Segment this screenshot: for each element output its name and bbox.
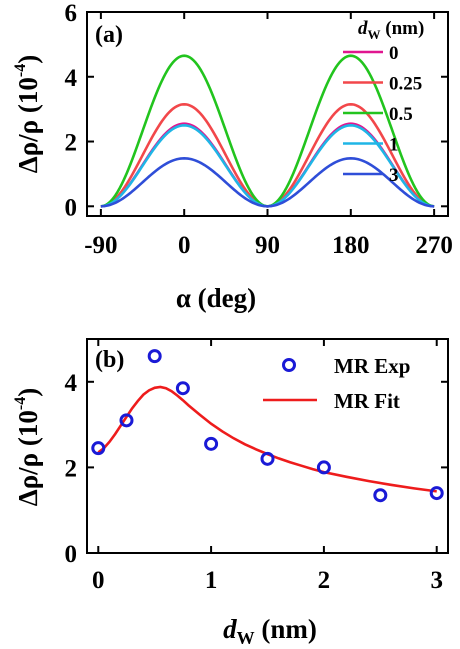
mr-exp-point (204, 436, 219, 451)
x-tick-label: 270 (415, 232, 453, 259)
y-tick-label: 4 (65, 370, 78, 397)
y-tick-label: 2 (65, 130, 78, 157)
legend-label-mr-exp: MR Exp (334, 354, 410, 378)
mr-exp-point (147, 349, 162, 364)
panel-a-curves (100, 54, 435, 208)
y-tick-label: 4 (65, 65, 78, 92)
legend-marker-mr-exp (282, 358, 296, 372)
panel-b-x-axis-label: dW (nm) (223, 614, 317, 648)
x-tick-label: 0 (178, 232, 191, 259)
mr-exp-point (429, 486, 444, 501)
panel-b-y-ticks: 0 2 4 (65, 370, 448, 568)
panel-b-label: (b) (95, 347, 124, 373)
x-tick-label: 1 (205, 567, 218, 594)
panel-a-legend-items: 0 0.25 0.5 1 3 (343, 43, 422, 186)
legend-label-dw-0-25: 0.25 (389, 74, 422, 95)
panel-a-y-ticks: 0 2 4 6 (65, 0, 448, 221)
y-tick-label: 0 (65, 541, 78, 568)
curve-dw-0-5 (100, 54, 435, 208)
mr-exp-point (316, 460, 331, 475)
panel-b-legend: MR Exp MR Fit (263, 354, 410, 413)
panel-a-x-axis-label: α (deg) (176, 283, 256, 313)
y-tick-label: 2 (65, 455, 78, 482)
panel-a-y-axis-label: Δρ/ρ (10-4) (12, 55, 43, 173)
x-tick-label: 3 (430, 567, 443, 594)
x-tick-label: 90 (255, 232, 280, 259)
panel-b: 0 1 2 3 0 2 4 (b) Δρ/ρ (10-4) dW (nm) MR Exp … (12, 338, 449, 648)
legend-label-dw-0: 0 (389, 43, 399, 64)
legend-label-dw-0-5: 0.5 (389, 104, 413, 125)
mr-exp-point (260, 451, 275, 466)
legend-label-mr-fit: MR Fit (334, 389, 400, 413)
legend-label-dw-3: 3 (389, 165, 399, 186)
panel-a-legend-title: dW (nm) (358, 18, 424, 42)
mr-exp-point (119, 413, 134, 428)
y-tick-label: 6 (65, 0, 78, 27)
y-tick-label: 0 (65, 194, 78, 221)
panel-a-legend: dW (nm) 0 0.25 0.5 1 3 (343, 18, 424, 186)
panel-b-exp-points (91, 349, 444, 503)
mr-exp-point (373, 488, 388, 503)
panel-a-label: (a) (95, 22, 123, 48)
panel-b-x-ticks: 0 1 2 3 (92, 339, 443, 594)
x-tick-label: 0 (92, 567, 105, 594)
x-tick-label: 2 (318, 567, 331, 594)
curve-dw-3 (100, 157, 435, 208)
legend-label-dw-1: 1 (389, 135, 399, 156)
panel-b-y-axis-label: Δρ/ρ (10-4) (12, 388, 43, 506)
curve-dw-0 (100, 122, 435, 208)
panel-b-frame (86, 338, 449, 554)
x-tick-label: 180 (332, 232, 370, 259)
mr-exp-point (175, 381, 190, 396)
x-tick-label: -90 (84, 232, 117, 259)
panel-a-x-ticks: -90 0 90 180 270 (84, 12, 453, 259)
mr-exp-point (91, 441, 106, 456)
